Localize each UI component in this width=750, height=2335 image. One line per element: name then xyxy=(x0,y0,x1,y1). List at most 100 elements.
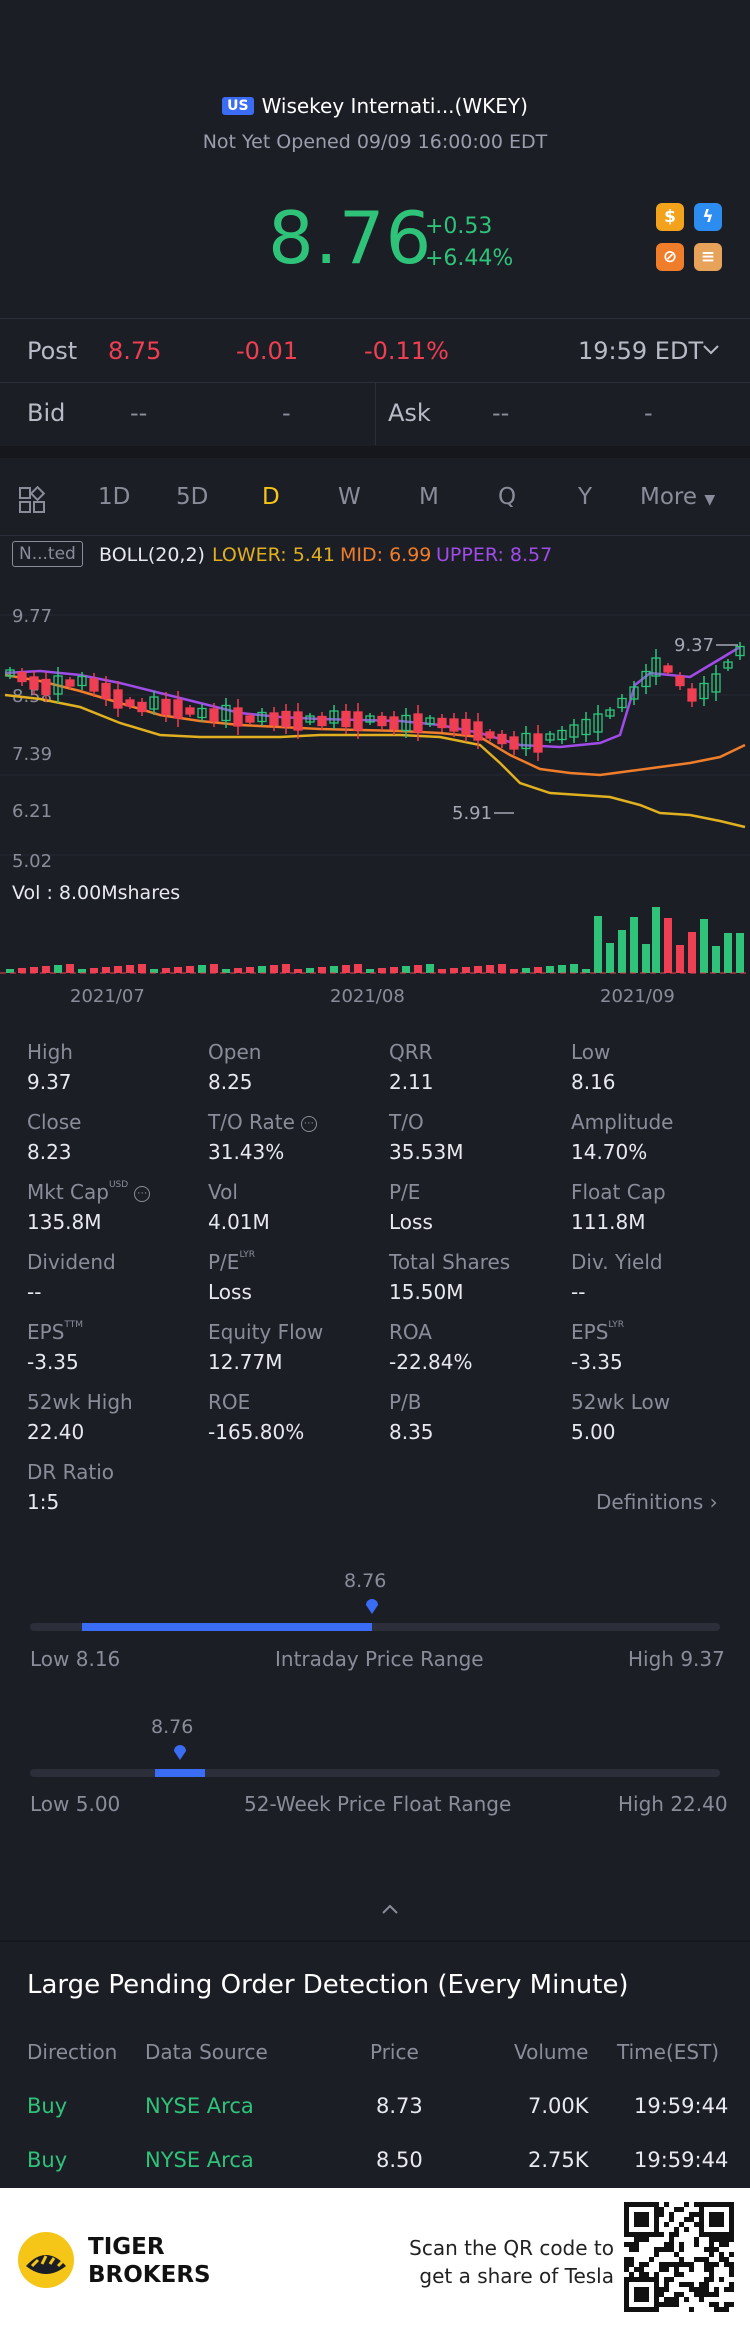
candle-body xyxy=(735,645,745,657)
volume-bar xyxy=(582,969,590,973)
stat-label-text: ROA xyxy=(389,1320,432,1344)
qr-module xyxy=(694,2237,699,2242)
volume-bar xyxy=(606,943,614,973)
tab-d[interactable]: D xyxy=(262,484,280,510)
more-info-icon[interactable]: ⋯ xyxy=(300,1115,317,1132)
bid-size: - xyxy=(282,399,291,427)
post-market-row[interactable]: Post 8.75 -0.01 -0.11% 19:59 EDT xyxy=(0,318,750,382)
stat-item: Mkt CapUSD ⋯ 135.8M xyxy=(27,1180,207,1234)
qr-module xyxy=(699,2257,704,2262)
more-info-icon[interactable]: ⋯ xyxy=(134,1185,151,1202)
row-direction: Buy xyxy=(27,2094,68,2118)
ask-label: Ask xyxy=(388,399,431,427)
tab-more[interactable]: More ▼ xyxy=(640,484,715,510)
stat-value: 2.11 xyxy=(389,1070,434,1094)
qr-module xyxy=(699,2287,704,2292)
max-label: 9.37 xyxy=(674,635,714,656)
tab-5d[interactable]: 5D xyxy=(176,484,209,510)
stat-label: P/E xyxy=(389,1180,569,1204)
tab-w[interactable]: W xyxy=(338,484,361,510)
stat-label-text: P/E xyxy=(208,1250,240,1274)
stat-value: -22.84% xyxy=(389,1350,473,1374)
candle-body xyxy=(473,721,483,741)
candle-body xyxy=(305,715,315,723)
chevron-up-icon[interactable] xyxy=(380,1902,400,1916)
candle-body xyxy=(663,665,673,673)
qr-module xyxy=(719,2242,724,2247)
qr-module xyxy=(664,2282,669,2287)
qr-finder-center xyxy=(634,2212,649,2227)
qr-module xyxy=(694,2287,699,2292)
stat-label: ROA xyxy=(389,1320,569,1344)
indicator-row: N...ted BOLL(20,2) LOWER: 5.41 MID: 6.99… xyxy=(0,538,750,574)
stat-item: Close 8.23 xyxy=(27,1110,207,1164)
stat-item: Dividend -- xyxy=(27,1250,207,1304)
layout-grid-icon[interactable] xyxy=(18,486,48,516)
tab-y[interactable]: Y xyxy=(578,484,593,510)
qr-module xyxy=(634,2242,639,2247)
stat-label: Mkt CapUSD ⋯ xyxy=(27,1180,207,1204)
candle-body xyxy=(377,715,387,727)
qr-finder-center xyxy=(709,2212,724,2227)
qr-module xyxy=(679,2207,684,2212)
pending-orders-section: Large Pending Order Detection (Every Min… xyxy=(0,1942,750,2186)
qr-module xyxy=(654,2272,659,2277)
stat-item: High 9.37 xyxy=(27,1040,207,1094)
volume-bar xyxy=(306,968,314,973)
row-time: 19:59:44 xyxy=(634,2094,729,2118)
qr-module xyxy=(729,2237,734,2242)
candle-body xyxy=(89,678,99,692)
qr-module xyxy=(689,2287,694,2292)
margin-icon[interactable]: ≡ xyxy=(694,243,722,271)
tab-1d[interactable]: 1D xyxy=(98,484,131,510)
qr-module xyxy=(669,2247,674,2252)
volume-bar xyxy=(438,969,446,973)
qr-module xyxy=(684,2227,689,2232)
chevron-down-icon[interactable] xyxy=(702,344,720,356)
qr-module xyxy=(664,2262,669,2267)
tab-q[interactable]: Q xyxy=(498,484,517,510)
kline-chart[interactable]: 9.77 8.58 7.39 6.21 5.02 9.37 5.91 Vol :… xyxy=(0,595,750,1015)
tab-m[interactable]: M xyxy=(419,484,439,510)
qr-module xyxy=(659,2232,664,2237)
qr-module xyxy=(664,2277,669,2282)
stat-item: EPSLYR -3.35 xyxy=(571,1320,750,1374)
y-tick: 5.02 xyxy=(12,851,52,872)
candle-body xyxy=(641,670,651,688)
candle-body xyxy=(5,669,15,677)
volume-bar xyxy=(486,965,494,973)
candle-body xyxy=(461,718,471,736)
stat-item: Div. Yield -- xyxy=(571,1250,750,1304)
boll-mid: MID: 6.99 xyxy=(340,544,432,566)
qr-module xyxy=(659,2267,664,2272)
y-tick: 7.39 xyxy=(12,744,52,765)
row-source: NYSE Arca xyxy=(145,2148,254,2172)
qr-module xyxy=(724,2307,729,2312)
stat-label: Equity Flow xyxy=(208,1320,388,1344)
qr-code xyxy=(624,2202,734,2312)
flash-icon[interactable]: ϟ xyxy=(694,203,722,231)
stat-item: Low 8.16 xyxy=(571,1040,750,1094)
volume-bar xyxy=(378,968,386,973)
stat-label: 52wk Low xyxy=(571,1390,750,1414)
qr-module xyxy=(724,2262,729,2267)
stat-label-text: Equity Flow xyxy=(208,1320,324,1344)
boll-label: BOLL(20,2) xyxy=(99,544,205,566)
stat-label-text: T/O Rate xyxy=(208,1110,295,1134)
stat-label-text: 52wk High xyxy=(27,1390,133,1414)
no-short-icon[interactable]: ⊘ xyxy=(656,243,684,271)
indicator-selector[interactable]: N...ted xyxy=(12,541,83,567)
stat-label: 52wk High xyxy=(27,1390,207,1414)
qr-module xyxy=(679,2257,684,2262)
definitions-link[interactable]: Definitions › xyxy=(596,1490,718,1514)
volume-bar xyxy=(258,966,266,973)
candle-body xyxy=(389,716,399,730)
volume-bar xyxy=(664,918,672,973)
dollar-icon[interactable]: $ xyxy=(656,203,684,231)
title-row[interactable]: US Wisekey Internati...(WKEY) xyxy=(0,90,750,122)
candle-body xyxy=(425,717,435,725)
qr-module xyxy=(669,2277,674,2282)
divider xyxy=(0,382,750,383)
intraday-low: Low 8.16 xyxy=(30,1647,121,1671)
stat-label: EPSTTM xyxy=(27,1320,207,1344)
